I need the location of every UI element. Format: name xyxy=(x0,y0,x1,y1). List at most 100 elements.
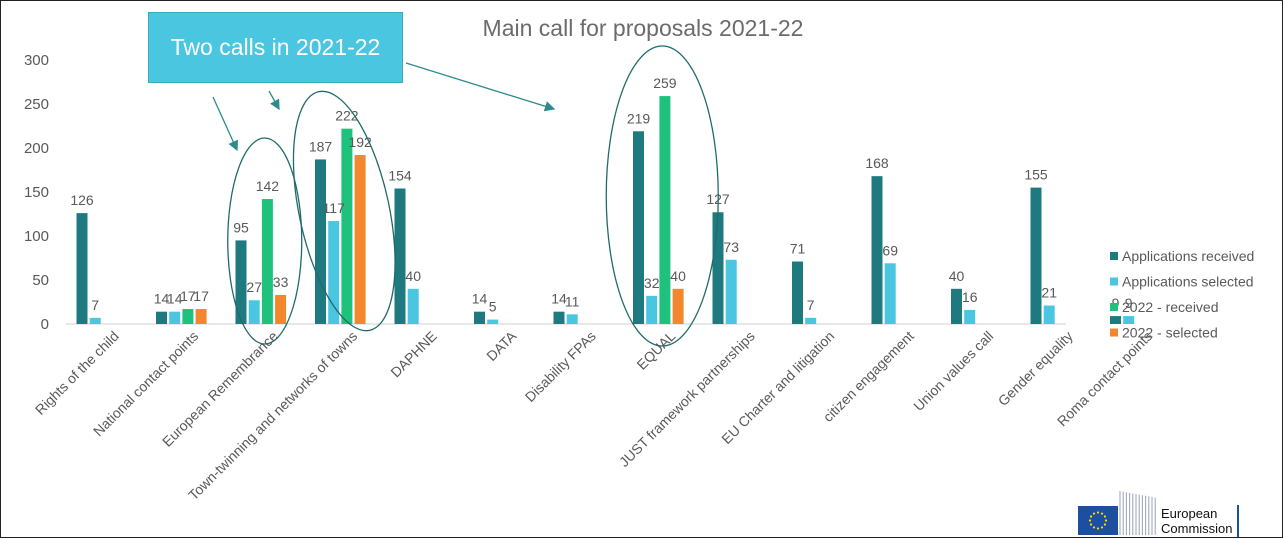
bar-applications-selected xyxy=(646,295,658,324)
eu-star xyxy=(1092,526,1096,529)
eu-stars-icon xyxy=(1088,511,1108,530)
data-label-2022-selected: 192 xyxy=(348,134,372,150)
callout-arrow xyxy=(405,62,556,112)
eu-star xyxy=(1103,515,1107,518)
bar-applications-received xyxy=(871,176,883,324)
eu-star xyxy=(1100,526,1104,529)
eu-star xyxy=(1096,511,1100,514)
bar-applications-selected xyxy=(725,259,737,324)
bar-applications-received xyxy=(1030,187,1042,324)
bar-applications-received xyxy=(633,131,644,324)
data-label-applications-selected: 9 xyxy=(1125,295,1133,311)
x-tick-label: Gender equality xyxy=(995,328,1076,409)
data-label-applications-selected: 7 xyxy=(807,297,815,313)
callout-box: Two calls in 2021-22 xyxy=(148,12,403,83)
x-tick-label: DATA xyxy=(483,327,520,364)
building-icon xyxy=(1119,491,1156,535)
highlight-ellipse xyxy=(605,45,719,347)
bar-applications-selected xyxy=(248,300,260,324)
callout-arrow xyxy=(268,90,280,111)
x-tick-label: Disability FPAs xyxy=(522,328,599,405)
data-label-applications-selected: 40 xyxy=(405,268,421,284)
bar-applications-received xyxy=(712,212,724,324)
data-label-applications-received: 40 xyxy=(949,268,965,284)
bar-group xyxy=(76,96,1135,324)
data-label-applications-selected: 21 xyxy=(1041,285,1057,301)
ec-logo-text: European Commission xyxy=(1161,506,1233,536)
legend: Applications received Applications select… xyxy=(1110,248,1254,341)
eu-flag-icon xyxy=(1078,506,1118,535)
data-label-applications-received: 14 xyxy=(472,291,488,307)
bar-2022-received xyxy=(261,199,273,324)
data-label-applications-selected: 32 xyxy=(644,275,660,291)
eu-star xyxy=(1089,515,1093,518)
legend-label: Applications received xyxy=(1122,248,1254,264)
x-tick-label: Union values call xyxy=(910,328,996,414)
x-tick-label: citizen engagement xyxy=(820,328,917,425)
data-label-applications-selected: 14 xyxy=(167,291,183,307)
bar-2022-selected xyxy=(195,309,207,324)
data-label-2022-received: 17 xyxy=(180,288,196,304)
bar-2022-received xyxy=(182,309,194,324)
bar-applications-selected xyxy=(169,311,181,324)
bar-applications-received xyxy=(315,159,326,324)
legend-swatch xyxy=(1110,303,1118,311)
chart-title: Main call for proposals 2021-22 xyxy=(483,15,804,41)
x-tick-label: JUST framework partnerships xyxy=(616,328,758,470)
bar-2022-received xyxy=(659,96,671,324)
data-label-2022-received: 222 xyxy=(335,108,359,124)
bar-applications-received xyxy=(1110,316,1121,324)
data-label-applications-selected: 11 xyxy=(565,293,580,309)
data-label-applications-received: 154 xyxy=(388,167,412,183)
y-tick-label: 100 xyxy=(24,228,49,245)
eu-star xyxy=(1088,519,1092,522)
bar-applications-received xyxy=(474,311,485,324)
bar-applications-received xyxy=(394,188,406,324)
bar-applications-selected xyxy=(884,263,896,324)
bar-applications-selected xyxy=(407,288,419,324)
bar-applications-selected xyxy=(1123,316,1135,324)
data-label-applications-selected: 69 xyxy=(882,242,898,258)
callout-arrows xyxy=(212,62,556,152)
data-label-applications-received: 95 xyxy=(233,219,249,235)
bar-applications-selected xyxy=(89,317,101,324)
legend-swatch xyxy=(1110,252,1118,260)
x-tick-label: Town-twinning and networks of towns xyxy=(185,328,360,503)
y-axis: 0 50 100 150 200 250 300 xyxy=(24,52,49,333)
y-tick-label: 200 xyxy=(24,140,49,157)
eu-star xyxy=(1103,523,1107,526)
eu-star xyxy=(1104,519,1108,522)
bar-applications-received xyxy=(156,311,167,324)
bar-applications-received xyxy=(951,288,962,324)
ec-logo-line2: Commission xyxy=(1161,521,1233,536)
legend-swatch xyxy=(1110,328,1118,337)
ec-logo-line1: European xyxy=(1161,506,1218,521)
bar-applications-received xyxy=(235,240,247,324)
ec-logo-divider xyxy=(1237,505,1239,537)
data-label-applications-received: 168 xyxy=(865,155,889,171)
bar-applications-selected xyxy=(487,319,499,324)
eu-star xyxy=(1089,523,1093,526)
bar-2022-selected xyxy=(354,155,366,324)
data-label-2022-received: 259 xyxy=(653,75,677,91)
data-label-applications-received: 126 xyxy=(70,192,94,208)
x-tick-label: DAPHNE xyxy=(387,328,440,381)
data-label-2022-selected: 33 xyxy=(273,274,289,290)
bar-applications-selected xyxy=(1043,305,1055,324)
eu-star xyxy=(1092,512,1096,515)
data-label-applications-received: 155 xyxy=(1024,167,1048,183)
data-label-applications-received: 187 xyxy=(309,138,333,154)
eu-star xyxy=(1100,512,1104,515)
bar-applications-selected xyxy=(805,317,817,324)
callout-arrow xyxy=(212,96,238,152)
x-tick-label: Rights of the child xyxy=(32,328,122,418)
bar-2022-selected xyxy=(275,294,287,324)
bar-2022-received xyxy=(341,128,353,324)
data-label-applications-received: 14 xyxy=(551,291,567,307)
legend-swatch xyxy=(1110,277,1118,286)
data-label-applications-selected: 73 xyxy=(723,239,739,255)
